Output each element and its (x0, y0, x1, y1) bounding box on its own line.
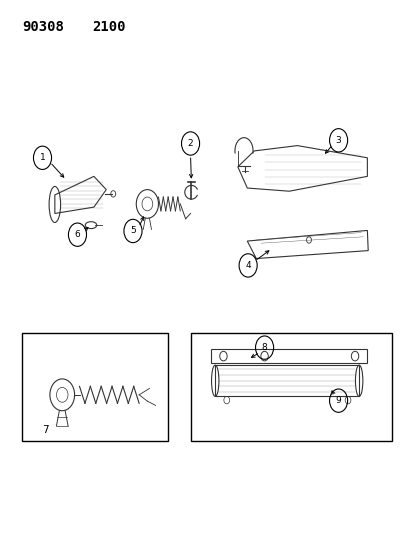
Text: 5: 5 (130, 227, 135, 236)
Text: 90308: 90308 (22, 20, 64, 34)
Text: 6: 6 (74, 230, 80, 239)
Text: 7: 7 (43, 425, 49, 435)
Text: 2100: 2100 (92, 20, 125, 34)
Text: 1: 1 (40, 154, 45, 163)
Text: 8: 8 (261, 343, 267, 352)
Text: 9: 9 (335, 396, 341, 405)
Text: 3: 3 (335, 136, 341, 145)
Text: 4: 4 (245, 261, 250, 270)
Text: 2: 2 (187, 139, 193, 148)
